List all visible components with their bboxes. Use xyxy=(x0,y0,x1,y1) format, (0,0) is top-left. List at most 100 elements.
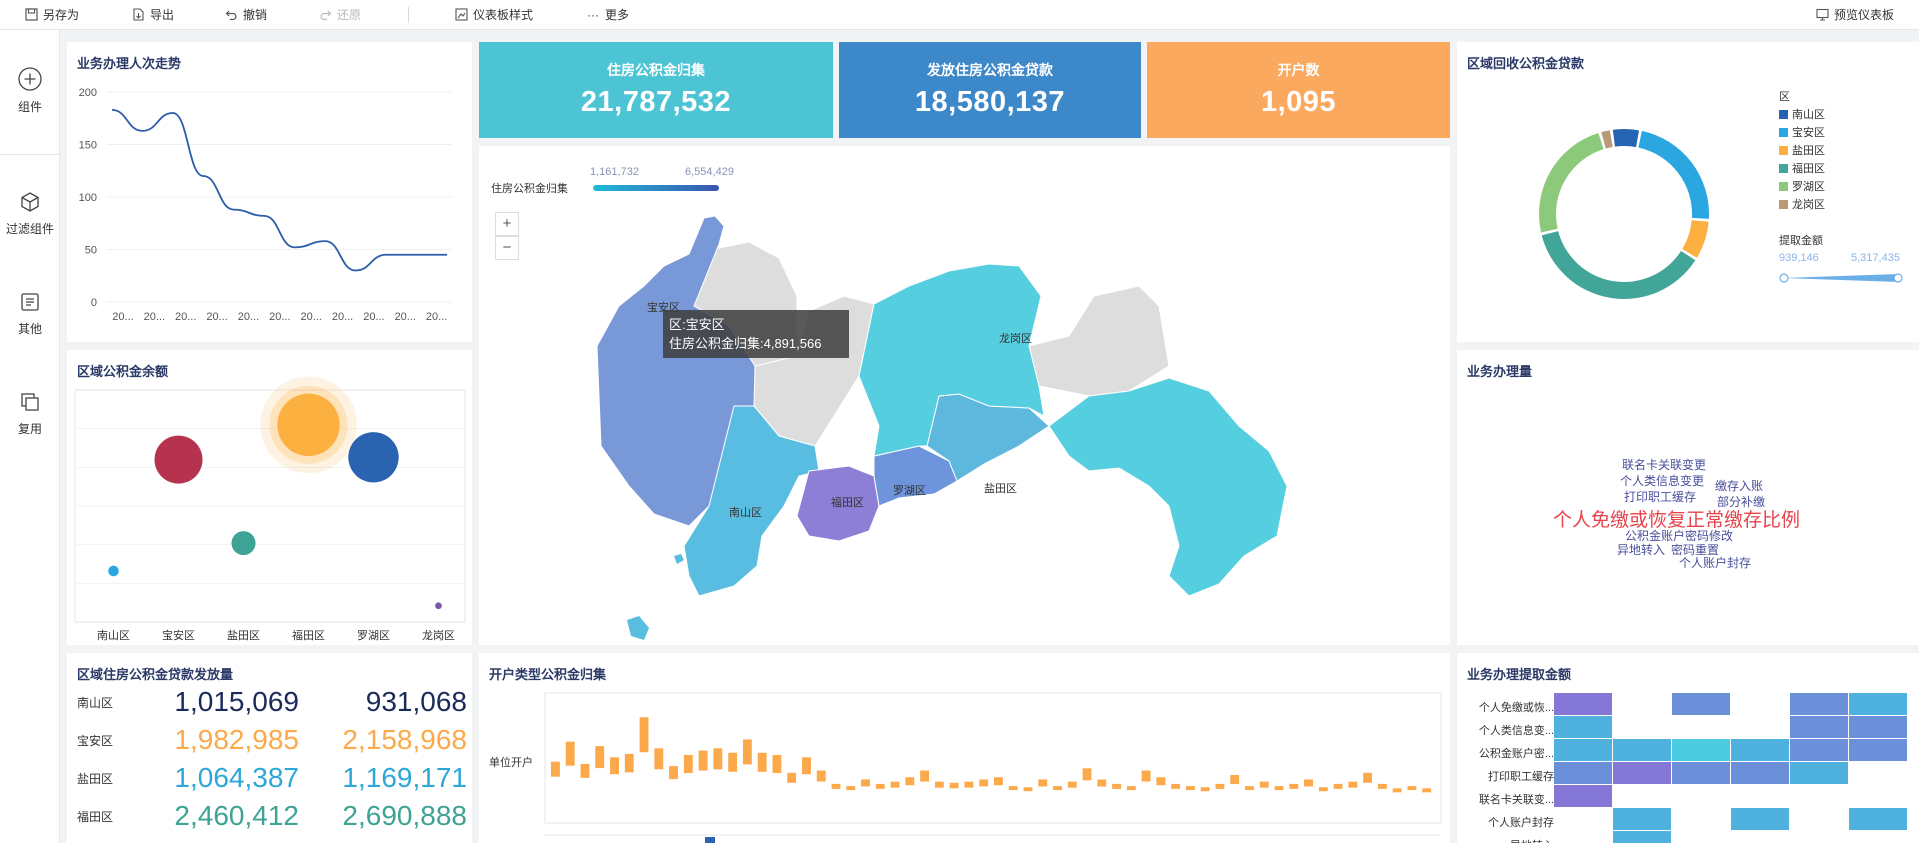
account-bar[interactable] xyxy=(905,777,915,786)
heatmap-cell[interactable] xyxy=(1790,739,1848,761)
heatmap-cell[interactable] xyxy=(1731,762,1789,784)
account-bar[interactable] xyxy=(683,755,693,773)
heatmap-cell[interactable] xyxy=(1790,716,1848,738)
heatmap-cell[interactable] xyxy=(1613,739,1671,761)
account-bar[interactable] xyxy=(772,755,782,773)
account-bar[interactable] xyxy=(639,717,649,753)
account-bar[interactable] xyxy=(979,779,989,787)
donut-legend-item[interactable]: 盐田区 xyxy=(1779,142,1825,158)
preview-dashboard-button[interactable]: 预览仪表板 xyxy=(1815,0,1894,30)
account-bar-second-series[interactable] xyxy=(705,837,715,843)
account-bar[interactable] xyxy=(1392,788,1402,793)
account-bar[interactable] xyxy=(1023,787,1033,792)
account-bar[interactable] xyxy=(669,766,678,780)
heatmap-cell[interactable] xyxy=(1790,762,1848,784)
account-bar[interactable] xyxy=(580,763,590,778)
account-bar[interactable] xyxy=(757,752,767,772)
heatmap-cell[interactable] xyxy=(1554,739,1612,761)
export-button[interactable]: 导出 xyxy=(131,0,174,30)
account-bar[interactable] xyxy=(1171,783,1181,789)
account-bar[interactable] xyxy=(964,781,974,788)
more-button[interactable]: ··· 更多 xyxy=(586,0,629,30)
heatmap-cell[interactable] xyxy=(1554,762,1612,784)
account-bar[interactable] xyxy=(861,779,870,787)
map-area-futian[interactable] xyxy=(796,465,880,542)
account-bar[interactable] xyxy=(595,746,605,769)
map-zoom-in-button[interactable]: + xyxy=(495,212,519,236)
donut-slice[interactable] xyxy=(1601,130,1613,149)
heatmap-cell[interactable] xyxy=(1554,785,1612,807)
account-bar[interactable] xyxy=(1215,783,1225,789)
account-bar[interactable] xyxy=(1318,787,1328,792)
account-bar[interactable] xyxy=(1067,781,1077,788)
account-bar[interactable] xyxy=(1348,781,1358,788)
heatmap-cell[interactable] xyxy=(1731,739,1789,761)
donut-legend-item[interactable]: 福田区 xyxy=(1779,160,1825,176)
map-zoom-out-button[interactable]: − xyxy=(495,236,519,260)
account-bar[interactable] xyxy=(565,741,575,766)
heatmap-cell[interactable] xyxy=(1731,808,1789,830)
account-bar[interactable] xyxy=(1259,781,1269,788)
account-bar[interactable] xyxy=(624,753,634,773)
account-bar[interactable] xyxy=(1230,775,1240,784)
donut-size-slider[interactable] xyxy=(1779,271,1903,285)
donut-legend-item[interactable]: 宝安区 xyxy=(1779,124,1825,140)
heatmap-cell[interactable] xyxy=(1849,693,1907,715)
heatmap-cell[interactable] xyxy=(1613,808,1671,830)
rail-others[interactable]: 其他 xyxy=(0,290,60,337)
heatmap-cell[interactable] xyxy=(1672,693,1730,715)
account-bar[interactable] xyxy=(1377,783,1387,789)
heatmap-cell[interactable] xyxy=(1790,693,1848,715)
account-bar[interactable] xyxy=(1363,772,1373,783)
account-bar[interactable] xyxy=(610,757,619,775)
map-area-pingshan[interactable] xyxy=(1028,285,1170,397)
dashboard-style-button[interactable]: 仪表板样式 xyxy=(454,0,533,30)
heatmap-cell[interactable] xyxy=(1849,739,1907,761)
heatmap-cell[interactable] xyxy=(1613,831,1671,843)
bubble-point[interactable] xyxy=(108,565,119,577)
undo-button[interactable]: 撤销 xyxy=(224,0,267,30)
account-bar[interactable] xyxy=(1333,783,1343,789)
bubble-point[interactable] xyxy=(154,435,203,484)
account-bar[interactable] xyxy=(551,761,560,777)
bubble-point[interactable] xyxy=(348,432,399,483)
account-bar[interactable] xyxy=(742,739,752,765)
heatmap-cell[interactable] xyxy=(1554,693,1612,715)
account-bar[interactable] xyxy=(1156,777,1166,786)
account-bar[interactable] xyxy=(890,781,900,788)
bubble-point[interactable] xyxy=(231,531,256,556)
donut-legend-item[interactable]: 龙岗区 xyxy=(1779,196,1825,212)
heatmap-cell[interactable] xyxy=(1672,762,1730,784)
account-bar[interactable] xyxy=(1112,783,1121,789)
heatmap-cell[interactable] xyxy=(1849,716,1907,738)
account-bar[interactable] xyxy=(1008,786,1018,791)
account-bar[interactable] xyxy=(920,770,930,782)
account-bar[interactable] xyxy=(1200,787,1210,792)
map-area-longgang[interactable] xyxy=(858,263,1045,457)
account-bar[interactable] xyxy=(1407,786,1417,791)
account-bar[interactable] xyxy=(654,748,664,770)
account-bar[interactable] xyxy=(1245,786,1254,791)
bubble-point[interactable] xyxy=(277,393,340,456)
account-bar[interactable] xyxy=(1097,779,1107,787)
donut-slice[interactable] xyxy=(1539,132,1604,233)
heatmap-cell[interactable] xyxy=(1672,739,1730,761)
donut-legend-item[interactable]: 南山区 xyxy=(1779,106,1825,122)
account-bar[interactable] xyxy=(1141,770,1151,782)
map-area-nanshan[interactable] xyxy=(683,405,820,597)
redo-button[interactable]: 还原 xyxy=(318,0,361,30)
account-bar[interactable] xyxy=(1289,783,1299,789)
account-bar[interactable] xyxy=(1053,786,1062,791)
account-bar[interactable] xyxy=(994,777,1003,786)
donut-slice[interactable] xyxy=(1612,129,1640,148)
account-bar[interactable] xyxy=(1304,779,1313,787)
account-bar[interactable] xyxy=(1038,779,1048,787)
account-bar[interactable] xyxy=(698,750,708,771)
account-bar[interactable] xyxy=(713,748,723,770)
rail-reuse[interactable]: 复用 xyxy=(0,390,60,437)
account-bar[interactable] xyxy=(934,781,944,788)
account-bar[interactable] xyxy=(787,772,797,783)
heatmap-cell[interactable] xyxy=(1613,762,1671,784)
account-bar[interactable] xyxy=(816,770,826,782)
account-bar[interactable] xyxy=(846,786,856,791)
